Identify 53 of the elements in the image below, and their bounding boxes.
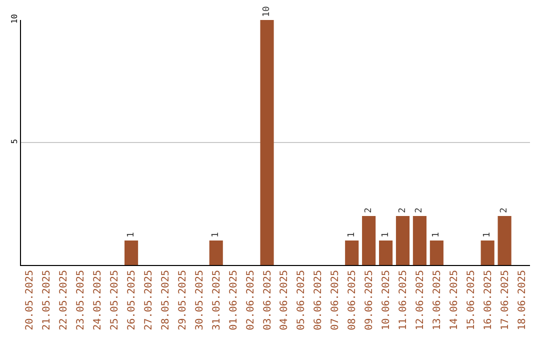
x-tick-label: 03.06.2025 — [262, 270, 274, 330]
bar — [345, 240, 359, 265]
x-tick-label: 28.05.2025 — [160, 270, 172, 330]
bar — [124, 240, 138, 265]
x-tick-label: 26.05.2025 — [126, 270, 138, 330]
bar — [412, 216, 426, 265]
bar — [209, 240, 223, 265]
x-tick-label: 25.05.2025 — [110, 270, 121, 330]
x-tick-label: 21.05.2025 — [42, 270, 53, 330]
x-tick-label: 01.06.2025 — [228, 270, 240, 330]
y-tick-label: 5 — [10, 138, 19, 144]
data-label: 1 — [211, 232, 222, 238]
x-tick-label: 07.06.2025 — [330, 270, 342, 330]
data-label: 1 — [346, 232, 357, 238]
bar — [260, 20, 274, 265]
bar — [480, 240, 494, 265]
x-tick-label: 15.06.2025 — [466, 270, 477, 330]
x-tick-label: 23.05.2025 — [76, 270, 87, 330]
x-tick-label: 05.06.2025 — [296, 270, 308, 330]
x-tick-label: 09.06.2025 — [364, 270, 376, 330]
x-tick-label: 10.06.2025 — [381, 270, 392, 330]
bar — [498, 216, 512, 265]
x-tick-label: 30.05.2025 — [194, 270, 206, 330]
x-tick-label: 20.05.2025 — [24, 270, 36, 330]
x-tick-label: 11.06.2025 — [398, 270, 409, 330]
x-tick-label: 08.06.2025 — [347, 270, 358, 330]
x-tick-label: 17.06.2025 — [500, 270, 511, 330]
data-label: 1 — [482, 232, 493, 238]
data-label: 2 — [364, 208, 374, 213]
x-tick-label: 27.05.2025 — [144, 270, 154, 330]
x-tick-label: 22.05.2025 — [58, 270, 70, 330]
x-tick-label: 04.06.2025 — [279, 270, 290, 330]
x-tick-label: 13.06.2025 — [432, 270, 443, 330]
x-tick-label: 12.06.2025 — [414, 270, 426, 330]
bar — [430, 240, 444, 265]
x-tick-label: 18.06.2025 — [516, 270, 528, 330]
data-label: 10 — [262, 6, 272, 17]
x-tick-label: 02.06.2025 — [245, 270, 256, 330]
data-label: 2 — [500, 208, 510, 213]
x-tick-label: 14.06.2025 — [448, 270, 460, 330]
data-label: 2 — [398, 208, 408, 213]
bar — [379, 240, 393, 265]
x-tick-label: 06.06.2025 — [313, 270, 324, 330]
x-tick-label: 16.06.2025 — [482, 270, 494, 330]
x-tick-label: 31.05.2025 — [211, 270, 222, 330]
data-label: 1 — [380, 232, 391, 238]
x-tick-label: 29.05.2025 — [177, 270, 188, 330]
bar — [362, 216, 376, 265]
bar — [396, 216, 410, 265]
x-tick-label: 24.05.2025 — [92, 270, 104, 330]
data-label: 2 — [414, 208, 425, 213]
data-label: 1 — [126, 232, 136, 238]
data-label: 1 — [432, 232, 442, 238]
